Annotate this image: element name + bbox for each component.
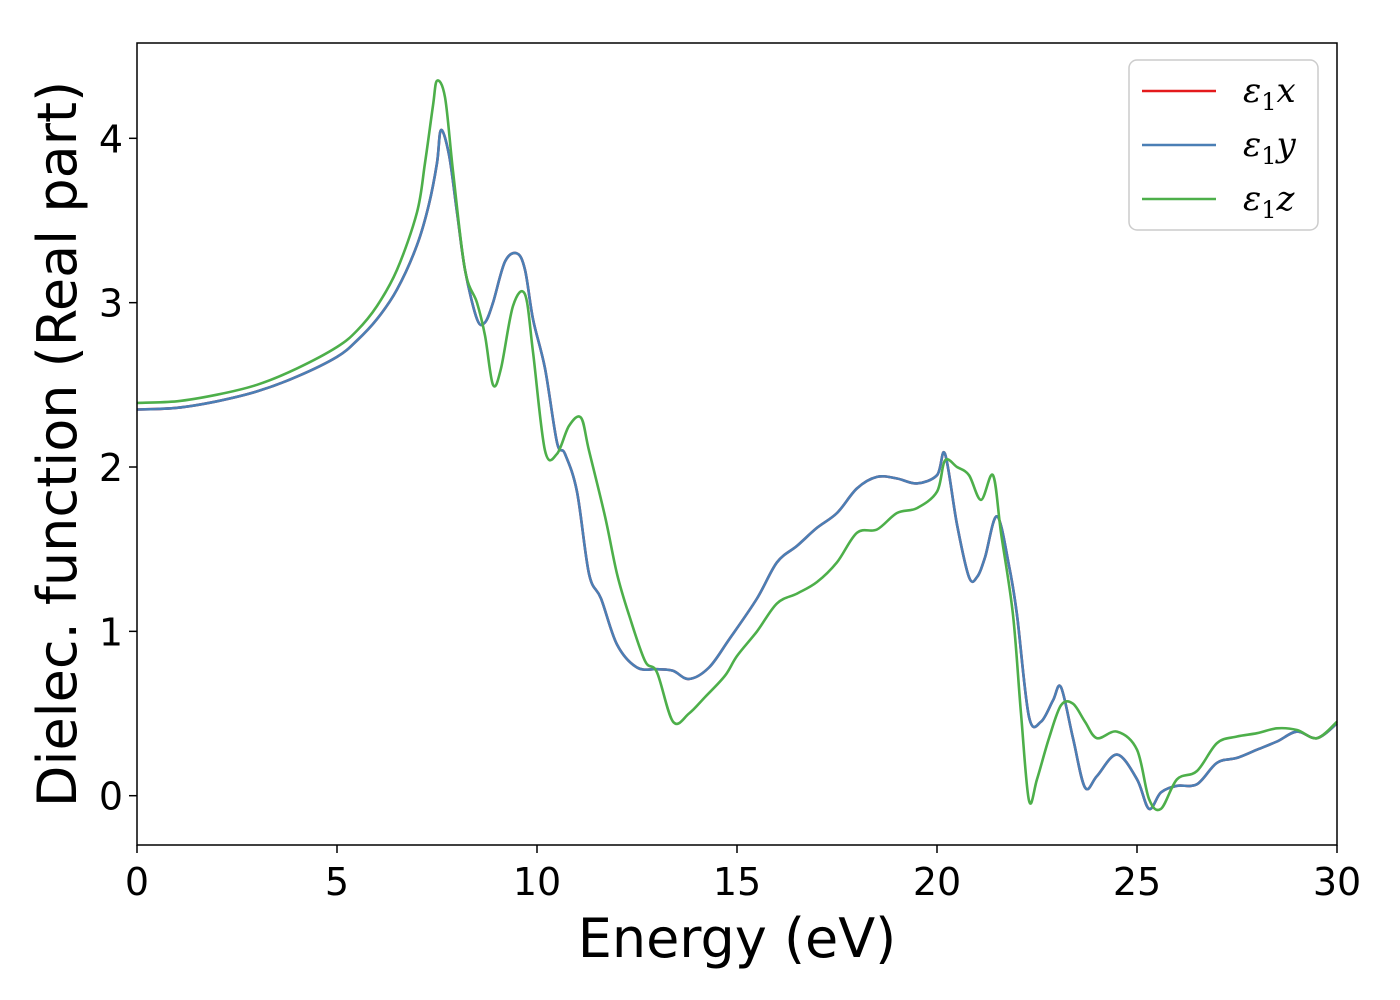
y-tick-label: 0 — [99, 775, 123, 819]
x-tick-label: 25 — [1113, 860, 1161, 904]
x-tick-label: 30 — [1313, 860, 1361, 904]
series-layer — [136, 79, 1338, 812]
y-tick-label: 1 — [99, 610, 123, 654]
y-tick-label: 4 — [99, 117, 123, 161]
legend: ε1x ε1y ε1z — [1128, 59, 1319, 231]
y-axis-label: Dielec. function (Real part) — [26, 81, 89, 807]
x-tick-label: 20 — [913, 860, 961, 904]
legend-label-y: ε1y — [1243, 125, 1297, 170]
y-tick-label: 3 — [99, 282, 123, 326]
legend-label-x: ε1x — [1243, 71, 1296, 116]
x-tick-label: 5 — [325, 860, 349, 904]
x-tick-label: 0 — [125, 860, 149, 904]
series-line-y — [136, 128, 1338, 811]
x-tick-label: 10 — [513, 860, 561, 904]
x-axis-label: Energy (eV) — [578, 907, 897, 970]
tick-layer: 0 5 10 15 20 25 30 0 1 2 3 4 — [99, 117, 1361, 904]
series-line-z — [136, 79, 1338, 812]
legend-items: ε1x ε1y ε1z — [1142, 71, 1297, 224]
x-tick-label: 15 — [713, 860, 761, 904]
legend-box — [1128, 59, 1319, 231]
y-tick-label: 2 — [99, 446, 123, 490]
legend-label-z: ε1z — [1243, 179, 1296, 224]
